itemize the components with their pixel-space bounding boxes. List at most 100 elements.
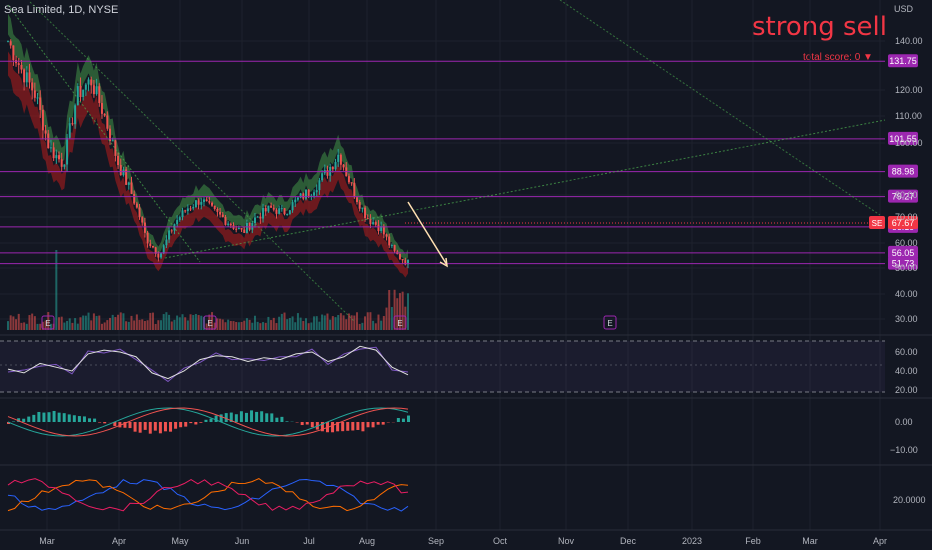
candle-body: [181, 210, 184, 218]
candle-body: [315, 190, 318, 193]
candle-body: [130, 182, 133, 194]
macd-hist: [138, 422, 142, 433]
volume-bar: [149, 312, 152, 330]
candle-body: [385, 234, 388, 237]
current-price-label: 67.67: [892, 218, 915, 228]
volume-bar: [178, 317, 181, 330]
symbol-label: SE: [872, 219, 883, 228]
volume-bar: [275, 323, 278, 330]
symbol-title[interactable]: Sea Limited, 1D, NYSE: [4, 4, 119, 16]
candle-body: [17, 63, 20, 65]
candle-body: [321, 173, 324, 181]
volume-bar: [264, 322, 267, 330]
volume-bar: [208, 314, 211, 330]
volume-bar: [253, 315, 256, 330]
volume-bar: [329, 319, 332, 330]
macd-hist: [401, 418, 405, 422]
macd-hist: [336, 422, 340, 432]
time-tick: Aug: [359, 536, 375, 546]
candle-body: [296, 197, 299, 200]
volume-bar: [184, 317, 187, 330]
macd-hist: [103, 422, 107, 424]
macd-hist: [199, 422, 203, 423]
price-tick: 100.00: [895, 138, 923, 148]
level-label: 88.98: [892, 167, 915, 177]
candle-body: [103, 113, 106, 116]
volume-bar: [331, 316, 334, 330]
candle-body: [216, 208, 219, 212]
price-tick: 80.00: [895, 190, 918, 200]
candle-body: [146, 232, 149, 244]
volume-bar: [106, 320, 109, 330]
macd-hist: [209, 418, 213, 422]
volume-bar: [259, 323, 262, 330]
candle-body: [342, 164, 345, 168]
macd-hist: [407, 415, 410, 422]
macd-hist: [396, 418, 400, 422]
volume-bar: [358, 323, 361, 330]
candle-body: [79, 86, 82, 98]
volume-bar: [25, 323, 28, 330]
volume-bar: [385, 307, 388, 330]
candle-body: [12, 45, 15, 61]
volume-bar: [364, 316, 367, 330]
macd-hist: [234, 414, 238, 422]
volume-bar: [323, 315, 326, 330]
candles: [7, 39, 409, 269]
candle-body: [326, 170, 329, 176]
volume-bar: [205, 323, 208, 330]
candle-body: [66, 137, 69, 165]
time-tick: Jul: [303, 536, 315, 546]
macd-hist: [280, 416, 284, 422]
volume-bar: [270, 320, 273, 330]
earnings-marker: [393, 315, 407, 330]
trendline-up: [164, 119, 886, 259]
currency-label: USD: [894, 4, 914, 14]
volume-bar: [170, 321, 173, 330]
earnings-marker: [41, 315, 55, 330]
volume-bar: [213, 322, 216, 330]
volume-bar: [154, 323, 157, 330]
macd-hist: [224, 413, 228, 422]
candle-body: [366, 218, 369, 220]
macd-hist: [229, 412, 233, 422]
trend-lines: [7, 0, 886, 323]
volume-bar: [55, 250, 58, 330]
candle-body: [138, 207, 141, 218]
trendline-down-1: [7, 4, 201, 263]
candle-body: [9, 41, 12, 46]
candle-body: [157, 253, 160, 258]
macd-hist: [7, 422, 10, 424]
candle-body: [44, 130, 47, 134]
volume-bar: [84, 315, 87, 330]
volume-bar: [173, 319, 176, 330]
candle-body: [302, 193, 305, 199]
candle-body: [114, 140, 117, 156]
volume-bar: [243, 320, 246, 330]
candle-body: [154, 247, 157, 254]
time-axis: Mar Apr May Jun Jul Aug Sep Oct Nov Dec 2023 Feb Mar…: [39, 536, 887, 546]
candle-body: [382, 226, 385, 235]
candle-body: [92, 85, 95, 95]
volume-bar: [407, 293, 409, 330]
candle-body: [7, 41, 9, 43]
candle-body: [358, 202, 361, 209]
level-lines: 131.75101.5588.9879.2766.1956.0551.73SE6…: [0, 54, 918, 270]
volume-bar: [337, 314, 340, 330]
candle-body: [361, 207, 364, 209]
volume-bar: [401, 291, 404, 330]
projection-arrowhead: [439, 257, 448, 268]
macd-hist: [310, 422, 314, 428]
candle-body: [100, 103, 103, 114]
volume-bar: [321, 314, 324, 330]
volume-bar: [388, 290, 391, 330]
volume-bar: [31, 313, 34, 330]
candle-body: [205, 199, 208, 202]
volume-bar: [294, 322, 297, 330]
candle-body: [49, 147, 52, 149]
grid: [0, 0, 932, 531]
candle-body: [353, 182, 356, 198]
macd-hist: [123, 422, 127, 428]
price-tag: [888, 216, 918, 230]
